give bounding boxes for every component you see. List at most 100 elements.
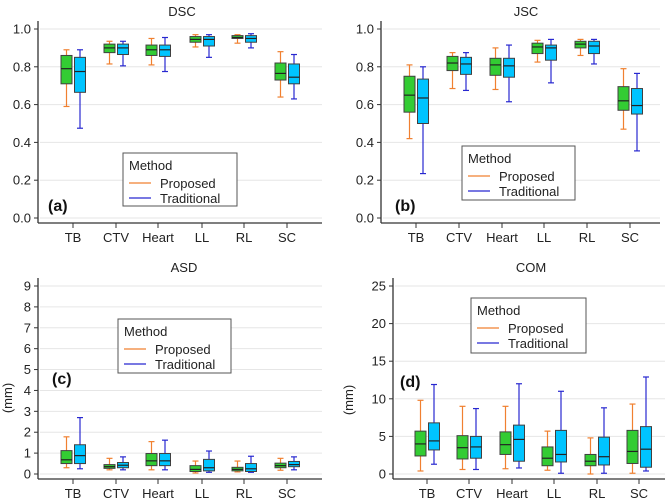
x-tick-label: RL (236, 230, 253, 245)
x-tick-label: LL (547, 486, 561, 501)
y-tick-label: 0.8 (13, 59, 31, 74)
x-tick-label: TB (419, 486, 436, 501)
y-tick-label: 0.0 (356, 211, 374, 226)
x-tick-label: SC (630, 486, 648, 501)
box-iqr (555, 429, 567, 463)
legend-title: Method (124, 324, 167, 339)
y-tick-label: 0.4 (356, 135, 374, 150)
box-iqr (503, 57, 515, 78)
y-tick-label: 6 (24, 341, 31, 356)
box-iqr (584, 453, 597, 467)
y-tick-label: 8 (24, 299, 31, 314)
y-tick-label: 0.6 (356, 97, 374, 112)
y-tick-label: 9 (24, 279, 31, 294)
y-tick-label: 15 (372, 354, 386, 369)
box-iqr (203, 458, 215, 472)
box-iqr (545, 44, 557, 61)
x-tick-label: Heart (142, 230, 174, 245)
box-proposed-heart (489, 47, 502, 91)
y-tick-label: 7 (24, 320, 31, 335)
box-traditional-rl (245, 455, 257, 473)
panel-com: 0 5 10 15 20 25 TB CTV Heart LL RL SC COM (mm) Method P… (341, 260, 665, 501)
x-tick-label: CTV (446, 230, 472, 245)
box-traditional-rl (588, 38, 600, 65)
x-tick-label: CTV (456, 486, 482, 501)
box-iqr (541, 446, 554, 467)
box-traditional-ll (203, 450, 215, 473)
legend-box (470, 297, 587, 354)
panel-dsc: 0.0 0.2 0.4 0.6 0.8 1.0 TB CTV Heart LL RL SC DSC Met… (13, 4, 322, 245)
y-tick-label: 1.0 (13, 22, 31, 37)
y-tick-label: 4 (24, 383, 31, 398)
box-iqr (640, 426, 652, 468)
box-proposed-tb (403, 64, 416, 140)
box-iqr (74, 444, 86, 465)
box-traditional-rl (598, 407, 610, 474)
box-proposed-ll (189, 460, 202, 474)
box-proposed-ctv (446, 52, 459, 90)
box-traditional-tb (417, 66, 429, 175)
box-iqr (489, 57, 502, 76)
box-traditional-rl (245, 33, 257, 49)
box-traditional-ll (545, 38, 557, 84)
y-tick-label: 0 (379, 467, 386, 482)
box-traditional-sc (288, 456, 300, 471)
box-traditional-ctv (470, 407, 482, 471)
legend-entry: Proposed (155, 342, 211, 357)
panel-asd: 0 1 2 3 4 5 6 7 8 9 TB CTV Heart LL RL SC ASD (mm) Method P… (0, 260, 322, 501)
box-proposed-heart (145, 441, 158, 471)
box-traditional-tb (74, 417, 86, 470)
legend-title: Method (129, 158, 172, 173)
panel-jsc: 0.0 0.2 0.4 0.6 0.8 1.0 TB CTV Heart LL RL SC JSC Met… (356, 4, 660, 245)
x-tick-label: LL (195, 230, 209, 245)
box-proposed-ll (531, 39, 544, 63)
box-iqr (598, 436, 610, 466)
box-traditional-sc (631, 72, 643, 152)
legend-entry: Proposed (160, 176, 216, 191)
box-iqr (245, 463, 257, 472)
x-tick-label: SC (621, 230, 639, 245)
box-iqr (417, 78, 429, 124)
box-proposed-tb (60, 49, 73, 108)
y-tick-label: 5 (379, 429, 386, 444)
box-iqr (145, 453, 158, 467)
box-iqr (631, 88, 643, 115)
legend-entry: Proposed (508, 321, 564, 336)
box-traditional-heart (159, 439, 171, 471)
y-tick-label: 0.4 (13, 135, 31, 150)
y-tick-label: 5 (24, 362, 31, 377)
y-tick-label: 3 (24, 404, 31, 419)
x-tick-label: SC (278, 230, 296, 245)
box-proposed-rl (231, 460, 244, 473)
panel-label: (b) (395, 198, 415, 215)
legend-title: Method (468, 151, 511, 166)
box-iqr (428, 422, 440, 451)
box-traditional-ll (555, 390, 567, 474)
box-iqr (403, 75, 416, 113)
panel-label: (d) (400, 374, 420, 391)
x-tick-label: RL (236, 486, 253, 501)
box-iqr (203, 36, 215, 47)
legend-box (122, 152, 238, 207)
box-proposed-ctv (456, 405, 469, 471)
box-iqr (617, 86, 630, 111)
legend-entry: Proposed (499, 169, 555, 184)
box-iqr (274, 62, 287, 81)
box-traditional-heart (513, 383, 525, 469)
box-traditional-ctv (117, 40, 129, 67)
x-tick-label: TB (65, 230, 82, 245)
box-proposed-sc (617, 68, 630, 130)
box-traditional-sc (288, 53, 300, 100)
box-traditional-heart (159, 36, 171, 73)
panel-label: (a) (48, 198, 68, 215)
chart-title: DSC (168, 4, 195, 19)
y-tick-label: 2 (24, 425, 31, 440)
legend-entry: Traditional (508, 336, 568, 351)
x-tick-label: CTV (103, 486, 129, 501)
box-proposed-tb (60, 436, 73, 469)
box-iqr (159, 44, 171, 57)
box-iqr (117, 43, 129, 56)
